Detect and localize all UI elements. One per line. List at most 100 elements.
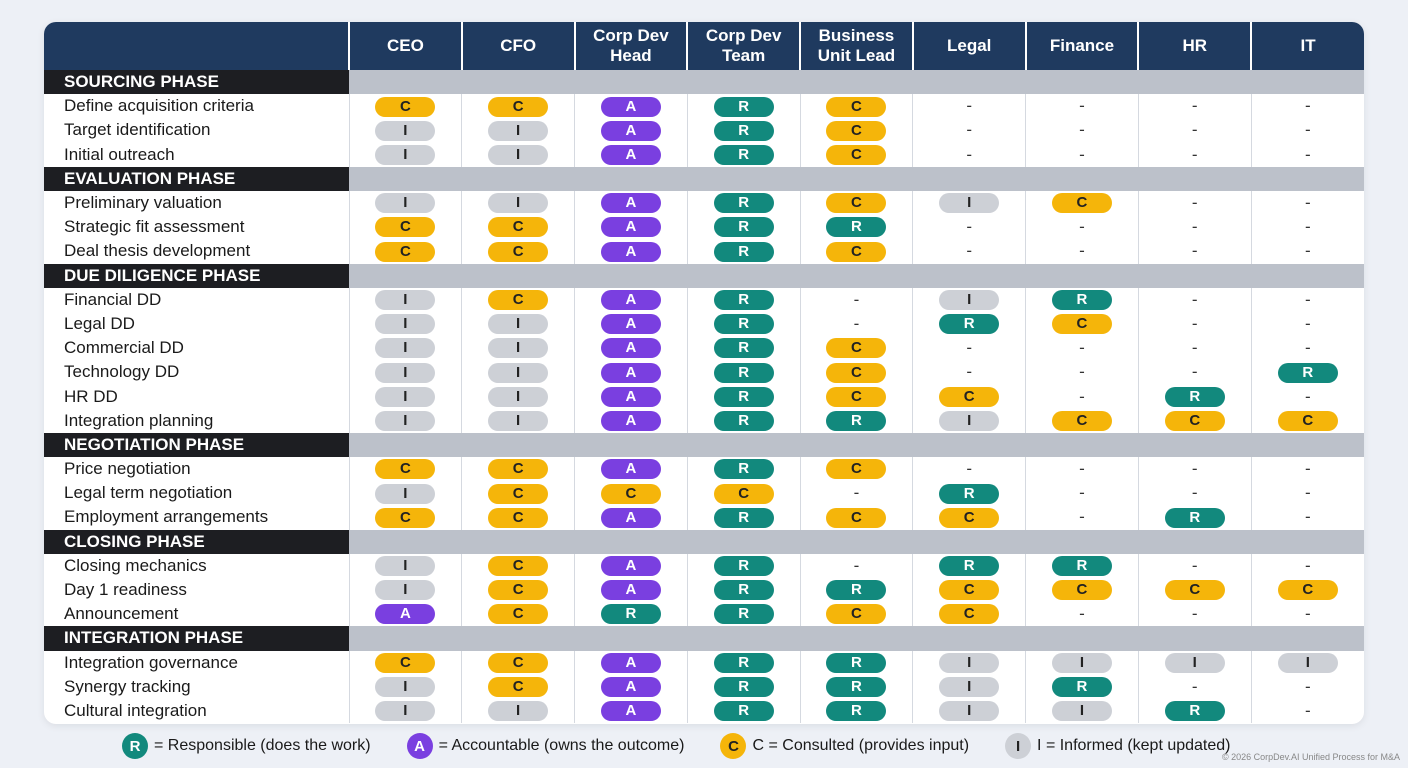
raci-cell: - (1250, 190, 1364, 216)
raci-cell: - (1250, 94, 1364, 119)
raci-cell: C (799, 384, 913, 409)
raci-cell: C (461, 650, 575, 675)
raci-cell: A (574, 118, 688, 143)
raci-cell: C (348, 215, 462, 240)
raci-cell: C (1137, 577, 1252, 603)
raci-cell: R (1137, 505, 1252, 530)
raci-cell: C (799, 118, 913, 143)
task-label: Legal DD (64, 313, 135, 333)
phase-band (349, 432, 1364, 457)
consulted-badge: C (826, 144, 887, 165)
task-label: Cultural integration (64, 700, 207, 720)
raci-cell: - (1250, 239, 1364, 264)
raci-cell: - (1025, 384, 1139, 409)
consulted-badge: C (939, 580, 1000, 601)
consulted-badge: C (1164, 580, 1225, 601)
no-role: - (1304, 313, 1311, 333)
no-role: - (1079, 120, 1085, 140)
raci-cell: A (574, 215, 688, 240)
raci-cell: - (912, 457, 1026, 482)
task-label: Day 1 readiness (64, 580, 187, 600)
consulted-badge: C (1277, 410, 1338, 431)
no-role: - (1191, 241, 1198, 261)
corner-header (44, 22, 349, 70)
raci-cell: R (799, 577, 913, 603)
consulted-badge: C (826, 362, 887, 383)
raci-cell: I (912, 408, 1026, 433)
task-label: Define acquisition criteria (64, 96, 254, 116)
raci-cell: I (1025, 650, 1139, 675)
consulted-badge: C (488, 580, 549, 601)
informed-badge: I (375, 677, 436, 698)
raci-cell: I (912, 650, 1026, 675)
no-role: - (1304, 459, 1311, 479)
legend-text: I = Informed (kept updated) (1037, 737, 1231, 754)
no-role: - (1304, 96, 1311, 116)
responsible-badge: R (713, 362, 774, 383)
raci-cell: R (686, 602, 801, 627)
raci-cell: I (348, 481, 462, 506)
responsible-badge: R (713, 701, 774, 722)
legend-item-responsible: R = Responsible (does the work) (122, 733, 371, 759)
no-role: - (1191, 193, 1198, 213)
accountable-badge: A (600, 580, 661, 601)
raci-cell: R (686, 311, 801, 337)
consulted-badge: C (488, 652, 549, 673)
raci-cell: I (1137, 650, 1252, 675)
accountable-badge: A (600, 96, 661, 117)
raci-cell: - (1025, 94, 1139, 119)
raci-cell: R (1250, 360, 1364, 385)
raci-cell: C (799, 190, 913, 216)
raci-cell: A (574, 698, 688, 724)
consulted-badge: C (826, 386, 887, 407)
consulted-badge: C (375, 459, 436, 480)
consulted-badge: C (826, 338, 887, 359)
raci-cell: - (1250, 698, 1364, 724)
accountable-badge: A (600, 459, 661, 480)
raci-cell: - (1250, 457, 1364, 482)
raci-cell: C (461, 457, 575, 482)
responsible-badge: R (713, 386, 774, 407)
header-row: CEO CFO Corp Dev Head Corp Dev Team Business… (44, 22, 1364, 70)
raci-cell: R (1137, 384, 1252, 409)
legend-item-informed: I I = Informed (kept updated) (1005, 733, 1231, 759)
task-label: Technology DD (64, 362, 180, 382)
no-role: - (1191, 217, 1198, 237)
raci-cell: C (799, 505, 913, 530)
phase-row: NEGOTIATION PHASE (44, 432, 1364, 457)
responsible-badge: R (713, 96, 774, 117)
task-row: HR DD I I A R C C - R - (44, 384, 1364, 409)
raci-cell: R (686, 239, 801, 264)
responsible-badge: R (713, 217, 774, 238)
raci-cell: I (1025, 698, 1139, 724)
no-role: - (1079, 459, 1085, 479)
task-row: Initial outreach I I A R C - - - - (44, 142, 1364, 167)
informed-badge: I (375, 483, 436, 504)
task-label: Commercial DD (64, 338, 184, 358)
task-row: Cultural integration I I A R R I I R - (44, 698, 1364, 724)
raci-cell: - (1137, 553, 1252, 578)
raci-cell: I (348, 360, 462, 385)
no-role: - (1304, 289, 1311, 309)
no-role: - (966, 338, 973, 358)
raci-cell: I (348, 553, 462, 578)
raci-cell: - (1137, 190, 1252, 216)
informed-badge: I (488, 144, 549, 165)
consulted-badge: C (488, 507, 549, 528)
raci-cell: I (461, 698, 575, 724)
no-role: - (1079, 507, 1085, 527)
phase-label: INTEGRATION PHASE (44, 626, 349, 651)
task-label: Integration planning (64, 410, 214, 430)
responsible-badge-icon: R (122, 733, 148, 759)
task-label: Announcement (64, 604, 179, 624)
raci-matrix-card: CEO CFO Corp Dev Head Corp Dev Team Business… (44, 22, 1364, 724)
responsible-badge: R (713, 314, 774, 335)
raci-cell: - (912, 360, 1026, 385)
consulted-badge: C (826, 193, 887, 214)
responsible-badge: R (826, 701, 887, 722)
no-role: - (1191, 555, 1198, 575)
informed-badge: I (375, 410, 436, 431)
responsible-badge: R (826, 677, 887, 698)
no-role: - (1304, 338, 1311, 358)
raci-cell: A (574, 505, 688, 530)
